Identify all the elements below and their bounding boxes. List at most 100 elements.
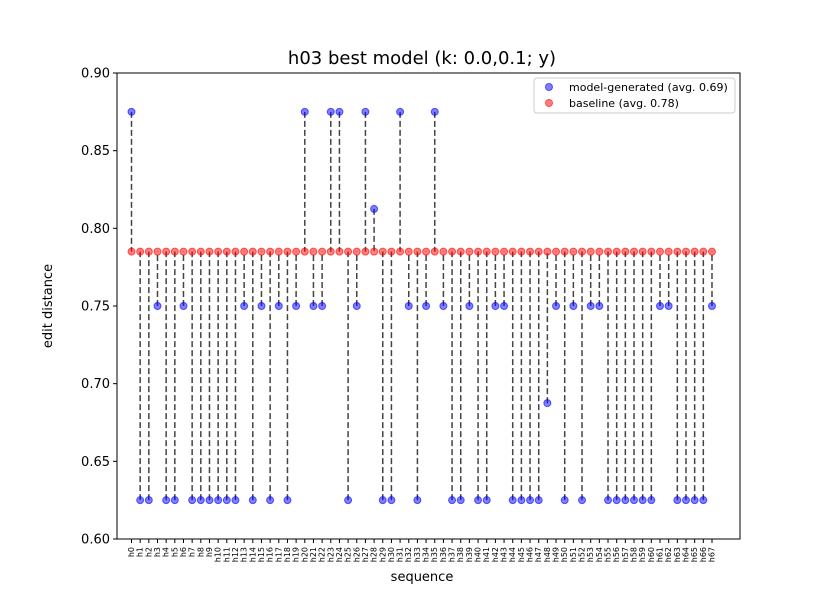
baseline-point: [127, 247, 136, 256]
model-generated-point: [205, 496, 214, 505]
baseline-point: [292, 247, 301, 256]
baseline-point: [604, 247, 613, 256]
baseline-point: [612, 247, 621, 256]
x-tick-label: h30: [387, 547, 396, 562]
model-generated-point: [664, 302, 673, 310]
x-tick-label: h18: [283, 547, 292, 562]
model-generated-point: [361, 107, 370, 116]
x-tick-label: h34: [422, 547, 431, 562]
baseline-point: [162, 247, 171, 256]
baseline-point: [214, 247, 223, 256]
legend-marker-baseline: [545, 99, 553, 107]
model-generated-point: [707, 302, 716, 310]
baseline-point: [630, 247, 639, 256]
baseline-point: [196, 247, 205, 256]
x-tick-label: h28: [370, 547, 379, 562]
legend-box: [533, 77, 736, 114]
model-generated-point: [595, 302, 604, 310]
x-tick-label: h48: [543, 547, 552, 562]
model-generated-point: [196, 496, 205, 505]
model-generated-point: [673, 496, 682, 505]
x-tick-label: h61: [656, 547, 665, 562]
connector-lines: [130, 111, 713, 501]
baseline-point: [690, 247, 699, 256]
model-generated-point: [604, 496, 613, 505]
baseline-point: [300, 247, 309, 256]
baseline-point: [578, 247, 587, 256]
model-generated-point: [352, 302, 361, 310]
x-tick-label: h10: [214, 547, 223, 562]
x-tick-label: h37: [448, 547, 457, 562]
baseline-point: [517, 247, 526, 256]
x-tick-label: h44: [508, 547, 517, 562]
model-generated-point: [638, 496, 647, 505]
model-generated-point: [690, 496, 699, 505]
baseline-point: [404, 247, 413, 256]
x-tick-label: h54: [595, 547, 604, 562]
baseline-point: [430, 247, 439, 256]
model-generated-point: [153, 302, 162, 310]
x-tick-label: h6: [179, 547, 188, 557]
model-generated-point: [396, 107, 405, 116]
model-generated-point: [621, 496, 630, 505]
x-tick-label: h57: [621, 547, 630, 562]
baseline-point: [552, 247, 561, 256]
model-generated-point: [300, 107, 309, 116]
baseline-point: [422, 247, 431, 256]
baseline-point: [474, 247, 483, 256]
x-tick-label: h7: [188, 547, 197, 557]
baseline-point: [248, 247, 257, 256]
x-tick-label: h52: [578, 547, 587, 562]
baseline-point: [352, 247, 361, 256]
baseline-point: [664, 247, 673, 256]
model-generated-point: [248, 496, 257, 505]
model-generated-point: [231, 496, 240, 505]
model-generated-point: [274, 302, 283, 310]
x-tick-label: h23: [326, 547, 335, 562]
baseline-point: [205, 247, 214, 256]
model-generated-point: [222, 496, 231, 505]
legend: model-generated (avg. 0.69) baseline (av…: [533, 77, 736, 114]
model-generated-point: [586, 302, 595, 310]
model-generated-point: [569, 302, 578, 310]
x-tick-label: h39: [465, 547, 474, 562]
model-generated-point: [526, 496, 535, 505]
model-generated-point: [491, 302, 500, 310]
baseline-point: [222, 247, 231, 256]
x-tick-label: h32: [404, 547, 413, 562]
model-generated-point: [257, 302, 266, 310]
x-tick-label: h0: [127, 547, 136, 557]
baseline-point: [370, 247, 379, 256]
model-generated-point: [578, 496, 587, 505]
x-axis: h0 h1 h2 h3 h4 h5 h6 h7 h8 h9 h10 h11 h12 h13 h14 h15 h1…: [127, 539, 716, 562]
baseline-point: [309, 247, 318, 256]
x-tick-label: h31: [396, 547, 405, 562]
baseline-point: [361, 247, 370, 256]
baseline-point: [569, 247, 578, 256]
x-tick-label: h21: [309, 547, 318, 562]
x-tick-label: h1: [136, 547, 145, 557]
baseline-point: [344, 247, 353, 256]
x-tick-label: h27: [361, 547, 370, 562]
x-tick-label: h19: [292, 547, 301, 562]
baseline-point: [560, 247, 569, 256]
model-generated-point: [335, 107, 344, 116]
legend-label-model-generated: model-generated (avg. 0.69): [569, 81, 728, 94]
model-generated-point: [136, 496, 145, 505]
x-tick-label: h42: [491, 547, 500, 562]
baseline-point: [595, 247, 604, 256]
x-tick-label: h66: [699, 547, 708, 562]
baseline-point: [266, 247, 275, 256]
model-generated-point: [508, 496, 517, 505]
x-tick-label: h25: [344, 547, 353, 562]
model-generated-point: [378, 496, 387, 505]
baseline-point: [526, 247, 535, 256]
baseline-point: [656, 247, 665, 256]
x-tick-label: h63: [673, 547, 682, 562]
baseline-point: [500, 247, 509, 256]
baseline-point: [448, 247, 457, 256]
x-tick-label: h3: [153, 547, 162, 557]
model-generated-point: [430, 107, 439, 116]
baseline-point: [136, 247, 145, 256]
